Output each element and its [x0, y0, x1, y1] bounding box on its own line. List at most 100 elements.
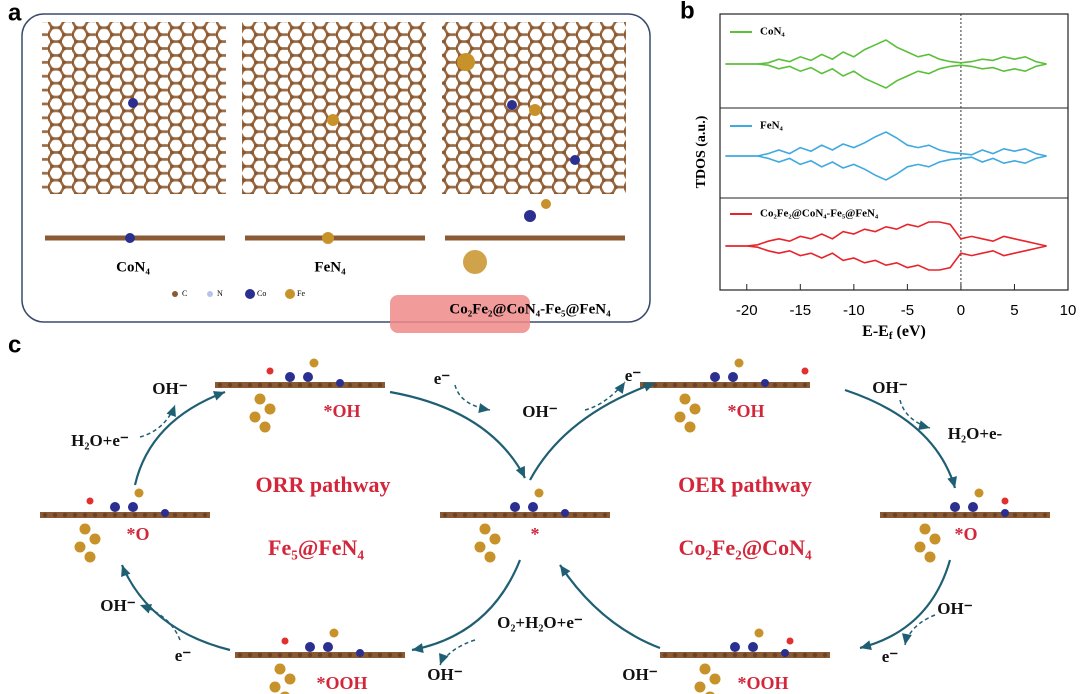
c-atom [287, 652, 293, 658]
electron-arrow [439, 639, 476, 666]
species-label: O₂+H₂O+e⁻ [497, 613, 583, 632]
co-atom [950, 502, 960, 512]
x-tick-label: 10 [1060, 302, 1077, 319]
c-atom [92, 512, 98, 518]
c-atom [732, 382, 738, 388]
overlay-toolbar[interactable] [390, 295, 530, 333]
panel-letter: b [680, 0, 695, 24]
pathway-label: ORR pathway [255, 472, 390, 497]
c-atom [662, 382, 668, 388]
c-atom [72, 512, 78, 518]
c-atom [692, 652, 698, 658]
c-atom [42, 512, 48, 518]
arrow-head [412, 643, 424, 654]
c-atom [702, 382, 708, 388]
arrow-head [166, 405, 176, 418]
fe-atom [919, 523, 931, 535]
co-atom [305, 642, 315, 652]
c-atom [902, 512, 908, 518]
c-atom [682, 382, 688, 388]
adsorbate [801, 367, 809, 375]
c-atom [327, 382, 333, 388]
intermediate-label: *OOH [316, 673, 367, 693]
c-atom [792, 382, 798, 388]
species-label: OH⁻ [622, 665, 657, 684]
co-atom [323, 642, 333, 652]
atom-co [507, 100, 517, 110]
electron-arrow [899, 399, 931, 429]
c-atom [1032, 512, 1038, 518]
pathway-arrow [859, 559, 952, 650]
lattice [42, 22, 226, 194]
atom-fe [327, 114, 339, 126]
c-atom [572, 512, 578, 518]
c-atom [367, 652, 373, 658]
c-atom [317, 652, 323, 658]
c-atom [462, 512, 468, 518]
c-atom [912, 512, 918, 518]
arrow-head [140, 604, 153, 614]
c-atom [972, 512, 978, 518]
co-atom [1001, 509, 1009, 517]
fe-atom [694, 681, 706, 693]
co-atom [528, 502, 538, 512]
electron-arrow [139, 404, 176, 438]
c-atom [347, 652, 353, 658]
c-atom [102, 512, 108, 518]
c-atom [387, 652, 393, 658]
fe-atom [674, 411, 686, 423]
co-atom [336, 379, 344, 387]
fe-atom [79, 523, 91, 535]
legend-atom [207, 291, 213, 297]
c-atom [367, 382, 373, 388]
c-atom [192, 512, 198, 518]
fe-atom [489, 533, 501, 545]
c-atom [552, 512, 558, 518]
fe-atom [329, 628, 339, 638]
atom-co [125, 233, 135, 243]
c-atom [132, 512, 138, 518]
c-atom [327, 652, 333, 658]
c-atom [542, 512, 548, 518]
c-atom [82, 512, 88, 518]
adsorbate [786, 637, 794, 645]
c-atom [802, 382, 808, 388]
c-atom [722, 382, 728, 388]
c-atom [122, 512, 128, 518]
fe-atom [280, 691, 290, 694]
co-atom [161, 509, 169, 517]
c-atom [182, 512, 188, 518]
atom-legend-label: Co [257, 289, 266, 298]
x-axis-label: E-Ef (eV) [862, 323, 926, 342]
species-label: e⁻ [434, 369, 451, 388]
atom-fe [541, 199, 551, 209]
arrow-head [901, 633, 912, 645]
fe-atom [254, 393, 266, 405]
c-atom [602, 512, 608, 518]
legend-atom [245, 289, 255, 299]
pathway-arrow [844, 388, 957, 489]
c-atom [227, 382, 233, 388]
species-label: OH⁻ [427, 665, 462, 684]
c-atom [267, 652, 273, 658]
c-atom [237, 382, 243, 388]
c-atom [742, 652, 748, 658]
legend-label: CoN₄ [760, 26, 785, 38]
panel-letter: c [8, 331, 21, 358]
c-atom [672, 382, 678, 388]
c-atom [732, 652, 738, 658]
fe-atom [309, 358, 319, 368]
c-atom [397, 652, 403, 658]
dos-lower [725, 245, 1047, 271]
arrow-head [560, 565, 571, 577]
c-atom [142, 512, 148, 518]
fe-atom [709, 673, 721, 685]
intermediate-label: * [531, 524, 540, 544]
co-atom [110, 502, 120, 512]
fe-atom [264, 403, 276, 415]
c-atom [297, 652, 303, 658]
fe-cluster [463, 250, 487, 274]
structure-label: FeN₄ [314, 259, 346, 275]
fe-atom [924, 551, 936, 563]
intermediate-label: *OOH [737, 673, 788, 693]
